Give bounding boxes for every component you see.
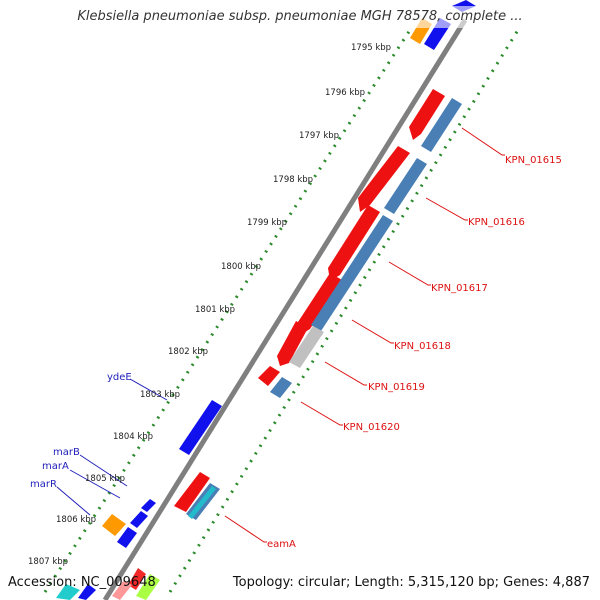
- cds-kpn-01618-grey: [289, 326, 324, 368]
- backbone: [102, 18, 468, 600]
- scale-label: 1802 kbp: [168, 347, 208, 357]
- scale-label: 1795 kbp: [351, 43, 391, 53]
- scale-label: 1801 kbp: [195, 305, 235, 315]
- gene-label-kpn-01618[interactable]: KPN_01618: [394, 341, 451, 352]
- scale-label: 1803 kbp: [140, 390, 180, 400]
- cds-bottom-blue: [78, 584, 96, 600]
- scale-label: 1805 kbp: [85, 474, 125, 484]
- scale-label: 1806 kbp: [56, 515, 96, 525]
- gene-label-kpn-01616[interactable]: KPN_01616: [468, 217, 525, 228]
- cds-eama-cyan: [188, 486, 216, 519]
- scale-labels: 1795 kbp 1796 kbp 1797 kbp 1798 kbp 1799…: [28, 43, 391, 567]
- cds-kpn-01617-blue: [311, 215, 393, 331]
- outer-tick-track: [168, 29, 520, 593]
- gene-label-marb[interactable]: marB: [53, 447, 80, 458]
- cds-kpn-01616-blue: [384, 158, 427, 214]
- cds-bottom-salmon: [112, 580, 132, 600]
- cds-marr-orange: [102, 514, 126, 536]
- cds-kpn-01617-red: [328, 205, 380, 281]
- forward-gene-labels: ydeE marB marA marR: [30, 372, 132, 490]
- cds-bottom-red: [128, 568, 146, 590]
- gene-label-marr[interactable]: marR: [30, 479, 57, 490]
- cds-marb: [141, 499, 156, 512]
- cds-bottom-cyan: [56, 584, 80, 600]
- reverse-gene-labels: KPN_01615 KPN_01616 KPN_01617 KPN_01618 …: [267, 155, 562, 550]
- scale-label: 1804 kbp: [113, 432, 153, 442]
- scale-label: 1796 kbp: [325, 88, 365, 98]
- scale-label: 1798 kbp: [273, 175, 313, 185]
- cds-kpn-01615-red: [409, 89, 445, 140]
- title-backdrop: [400, 6, 520, 28]
- accession-text: Accession: NC_009648: [8, 575, 156, 590]
- cds-kpn-01619-red: [277, 321, 308, 366]
- scale-label: 1807 kbp: [28, 557, 68, 567]
- cds-kpn-01620-red: [258, 366, 280, 386]
- cds-kpn-01618-red: [298, 273, 342, 335]
- inner-tick-track: [43, 29, 412, 593]
- genome-summary-text: Topology: circular; Length: 5,315,120 bp…: [232, 575, 590, 590]
- gene-label-kpn-01619[interactable]: KPN_01619: [368, 382, 425, 393]
- cds-kpn-01615-blue: [421, 98, 462, 152]
- gene-label-mara[interactable]: marA: [42, 461, 69, 472]
- cds-kpn-01620-blue: [270, 377, 292, 398]
- gene-label-eama[interactable]: eamA: [267, 539, 296, 550]
- forward-leaders: [56, 378, 168, 516]
- cds-eama-red: [174, 472, 210, 512]
- scale-label: 1797 kbp: [299, 131, 339, 141]
- gene-label-kpn-01617[interactable]: KPN_01617: [431, 283, 488, 294]
- gene-label-kpn-01615[interactable]: KPN_01615: [505, 155, 562, 166]
- gene-label-kpn-01620[interactable]: KPN_01620: [343, 422, 400, 433]
- cds-bottom-lime: [136, 574, 160, 600]
- scale-label: 1799 kbp: [247, 218, 287, 228]
- gene-label-ydee[interactable]: ydeE: [107, 372, 132, 383]
- cds-ydee: [179, 400, 222, 455]
- reverse-leaders: [224, 127, 505, 543]
- cds-mara: [130, 511, 148, 528]
- cds-kpn-01616-red: [358, 146, 410, 212]
- cds-marr-blue: [117, 527, 137, 548]
- scale-label: 1800 kbp: [221, 262, 261, 272]
- map-title: Klebsiella pneumoniae subsp. pneumoniae …: [77, 9, 523, 24]
